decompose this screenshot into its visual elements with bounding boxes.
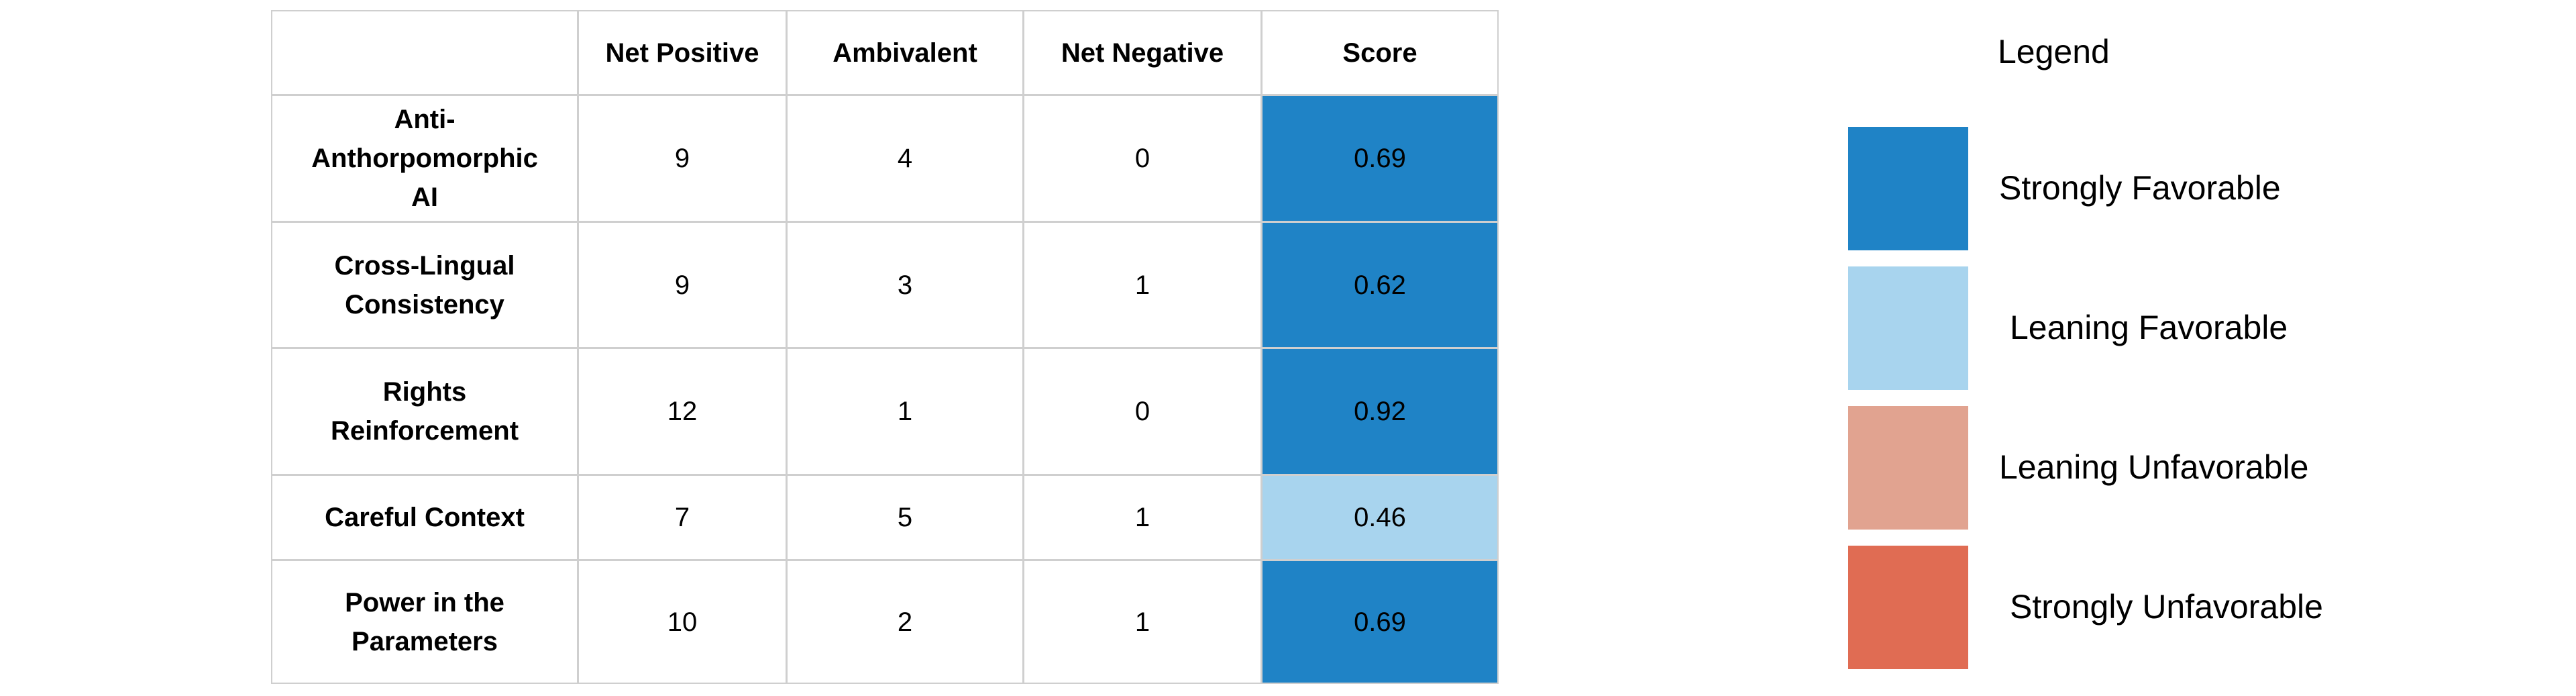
score-cell: 0.62 [1261, 221, 1499, 348]
count-cell: 3 [786, 221, 1024, 348]
count-cell: 1 [786, 348, 1024, 475]
legend-swatch [1848, 406, 1968, 530]
score-cell: 0.46 [1261, 475, 1499, 560]
count-cell: 1 [1023, 560, 1262, 684]
column-header: Net Positive [578, 10, 787, 95]
count-cell: 10 [578, 560, 787, 684]
score-cell: 0.69 [1261, 95, 1499, 222]
count-cell: 4 [786, 95, 1024, 222]
legend-label: Strongly Favorable [1999, 169, 2281, 207]
row-label: Careful Context [271, 475, 578, 560]
column-header: Net Negative [1023, 10, 1262, 95]
count-cell: 0 [1023, 95, 1262, 222]
count-cell: 1 [1023, 221, 1262, 348]
column-header: Ambivalent [786, 10, 1024, 95]
count-cell: 0 [1023, 348, 1262, 475]
count-cell: 9 [578, 221, 787, 348]
column-header: Score [1261, 10, 1499, 95]
score-cell: 0.92 [1261, 348, 1499, 475]
legend-title: Legend [1998, 33, 2110, 70]
legend-swatch [1848, 546, 1968, 669]
count-cell: 2 [786, 560, 1024, 684]
row-label: Rights Reinforcement [271, 348, 578, 475]
legend-label: Leaning Unfavorable [1999, 448, 2309, 486]
legend-label: Strongly Unfavorable [2010, 588, 2323, 626]
count-cell: 7 [578, 475, 787, 560]
corner-cell [271, 10, 578, 95]
score-cell: 0.69 [1261, 560, 1499, 684]
row-label: Cross-Lingual Consistency [271, 221, 578, 348]
count-cell: 1 [1023, 475, 1262, 560]
count-cell: 9 [578, 95, 787, 222]
count-cell: 5 [786, 475, 1024, 560]
row-label: Power in the Parameters [271, 560, 578, 684]
row-label: Anti-Anthorpomorphic AI [271, 95, 578, 222]
count-cell: 12 [578, 348, 787, 475]
legend-label: Leaning Favorable [2010, 309, 2288, 346]
legend-swatch [1848, 266, 1968, 390]
legend-swatch [1848, 127, 1968, 250]
